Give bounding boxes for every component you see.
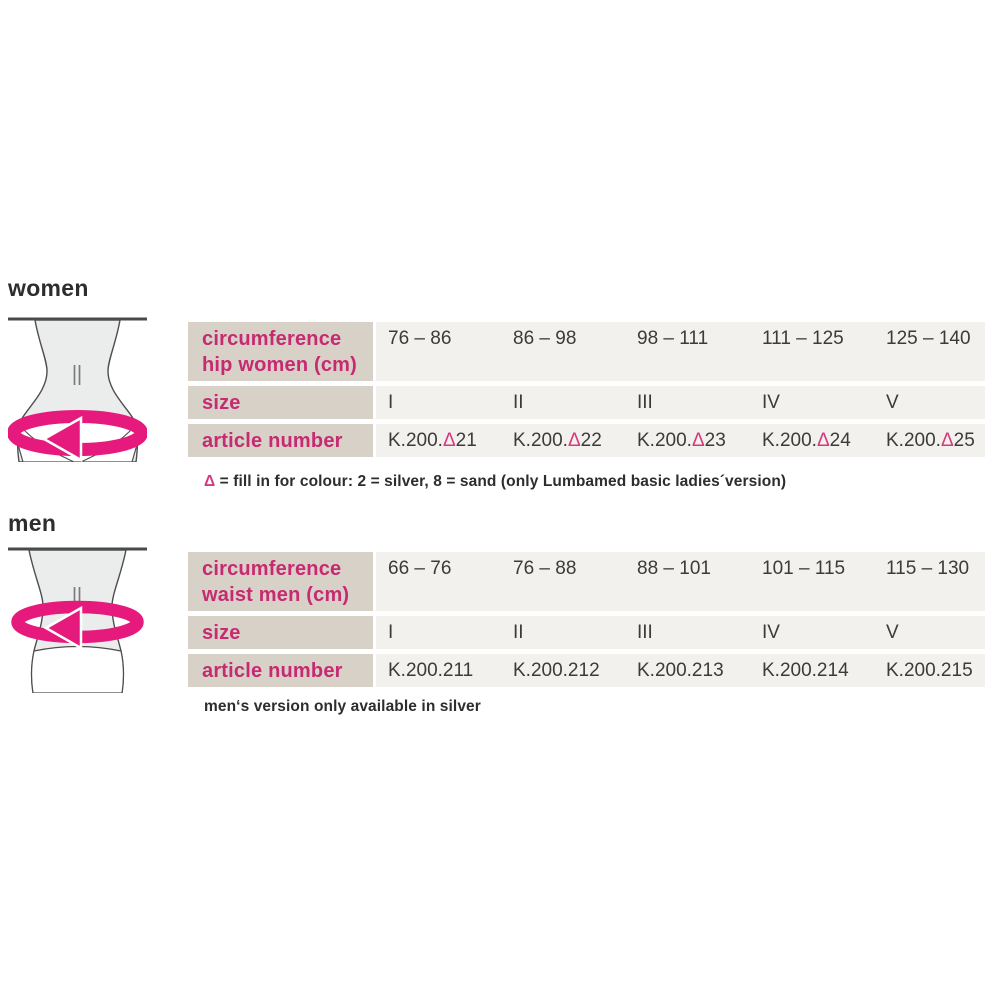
colour-delta-icon: Δ — [567, 429, 581, 451]
circumference-value-cell: 115 – 130 — [886, 558, 970, 579]
row-header-line: circumference — [202, 328, 342, 350]
colour-delta-icon: Δ — [691, 429, 705, 451]
men-section-heading: men — [8, 510, 57, 536]
article-number-cell: K.200.Δ21 — [388, 428, 513, 454]
row-header-line: article number — [202, 659, 343, 682]
male-torso-drawing — [8, 547, 147, 693]
article-number-cell: K.200.215 — [886, 659, 973, 681]
size-value-cell: II — [513, 621, 524, 643]
men-size-row-header: size — [188, 616, 373, 649]
men-size-table: circumference waist men (cm) 66 – 76 76 … — [188, 552, 985, 692]
size-value-cell: IV — [762, 391, 780, 413]
article-number-cell: K.200.Δ25 — [886, 428, 985, 454]
women-size-row: size I II III IV V — [188, 386, 985, 419]
article-number-cell: K.200.212 — [513, 659, 600, 681]
men-circumference-row: circumference waist men (cm) 66 – 76 76 … — [188, 552, 985, 611]
men-size-values: I II III IV V — [376, 616, 985, 649]
circumference-value-cell: 101 – 115 — [762, 558, 846, 579]
female-torso-drawing — [8, 317, 147, 462]
shorts-shape — [31, 645, 124, 693]
men-circumference-values: 66 – 76 76 – 88 88 – 101 101 – 115 115 –… — [376, 552, 985, 611]
size-value-cell: IV — [762, 621, 780, 643]
women-size-table: circumference hip women (cm) 76 – 86 86 … — [188, 322, 985, 462]
article-number-cell: K.200.214 — [762, 659, 849, 681]
row-header-line: size — [202, 391, 241, 414]
pink-arrow-head-icon — [43, 605, 83, 651]
circumference-value-cell: 111 – 125 — [762, 328, 844, 349]
men-colour-footnote: men‘s version only available in silver — [204, 698, 481, 716]
article-prefix: K.200. — [886, 429, 941, 451]
circumference-value-cell: 76 – 86 — [388, 328, 452, 349]
article-suffix: 22 — [580, 429, 602, 451]
circumference-value-cell: 125 – 140 — [886, 328, 971, 349]
article-suffix: 23 — [704, 429, 726, 451]
circumference-value-cell: 86 – 98 — [513, 328, 577, 349]
article-suffix: 24 — [829, 429, 851, 451]
circumference-value-cell: 88 – 101 — [637, 558, 711, 579]
colour-delta-icon: Δ — [204, 473, 216, 490]
women-size-values: I II III IV V — [376, 386, 985, 419]
size-value-cell: III — [637, 391, 653, 413]
circumference-value-cell: 66 – 76 — [388, 558, 452, 579]
footnote-text: men‘s version only available in silver — [204, 698, 481, 715]
women-article-values: K.200.Δ21 K.200.Δ22 K.200.Δ23 K.200.Δ24 … — [376, 424, 985, 457]
article-number-cell: K.200.Δ22 — [513, 428, 637, 454]
women-circumference-row-header: circumference hip women (cm) — [188, 322, 373, 381]
men-waist-illustration — [8, 547, 147, 693]
article-prefix: K.200. — [513, 429, 568, 451]
women-article-row: article number K.200.Δ21 K.200.Δ22 K.200… — [188, 424, 985, 457]
colour-delta-icon: Δ — [816, 429, 830, 451]
size-value-cell: V — [886, 621, 899, 643]
article-number-cell: K.200.211 — [388, 659, 474, 681]
women-section-heading: women — [8, 275, 89, 301]
article-suffix: 21 — [455, 429, 477, 451]
size-value-cell: I — [388, 391, 394, 413]
article-prefix: K.200. — [637, 429, 692, 451]
men-size-row: size I II III IV V — [188, 616, 985, 649]
women-circumference-row: circumference hip women (cm) 76 – 86 86 … — [188, 322, 985, 381]
article-number-cell: K.200.213 — [637, 659, 724, 681]
article-suffix: 25 — [953, 429, 975, 451]
footnote-text: = fill in for colour: 2 = silver, 8 = sa… — [215, 473, 787, 490]
men-article-values: K.200.211 K.200.212 K.200.213 K.200.214 … — [376, 654, 985, 687]
men-article-row: article number K.200.211 K.200.212 K.200… — [188, 654, 985, 687]
pink-arrow-head-icon — [41, 415, 83, 462]
row-header-line: article number — [202, 429, 343, 452]
circumference-value-cell: 98 – 111 — [637, 328, 709, 349]
circumference-value-cell: 76 – 88 — [513, 558, 577, 579]
women-article-row-header: article number — [188, 424, 373, 457]
men-circumference-row-header: circumference waist men (cm) — [188, 552, 373, 611]
row-header-line: hip women (cm) — [202, 354, 358, 376]
article-number-cell: K.200.Δ23 — [637, 428, 762, 454]
size-value-cell: II — [513, 391, 524, 413]
row-header-line: size — [202, 621, 241, 644]
women-size-row-header: size — [188, 386, 373, 419]
colour-delta-icon: Δ — [442, 429, 456, 451]
article-number-cell: K.200.Δ24 — [762, 428, 886, 454]
row-header-line: circumference — [202, 558, 342, 580]
size-value-cell: III — [637, 621, 653, 643]
row-header-line: waist men (cm) — [202, 584, 350, 606]
colour-delta-icon: Δ — [940, 429, 954, 451]
men-article-row-header: article number — [188, 654, 373, 687]
size-value-cell: I — [388, 621, 394, 643]
women-colour-footnote: Δ = fill in for colour: 2 = silver, 8 = … — [204, 473, 786, 491]
women-hip-illustration — [8, 317, 147, 462]
article-prefix: K.200. — [388, 429, 443, 451]
article-prefix: K.200. — [762, 429, 817, 451]
women-circumference-values: 76 – 86 86 – 98 98 – 111 111 – 125 125 –… — [376, 322, 985, 381]
size-value-cell: V — [886, 391, 899, 413]
